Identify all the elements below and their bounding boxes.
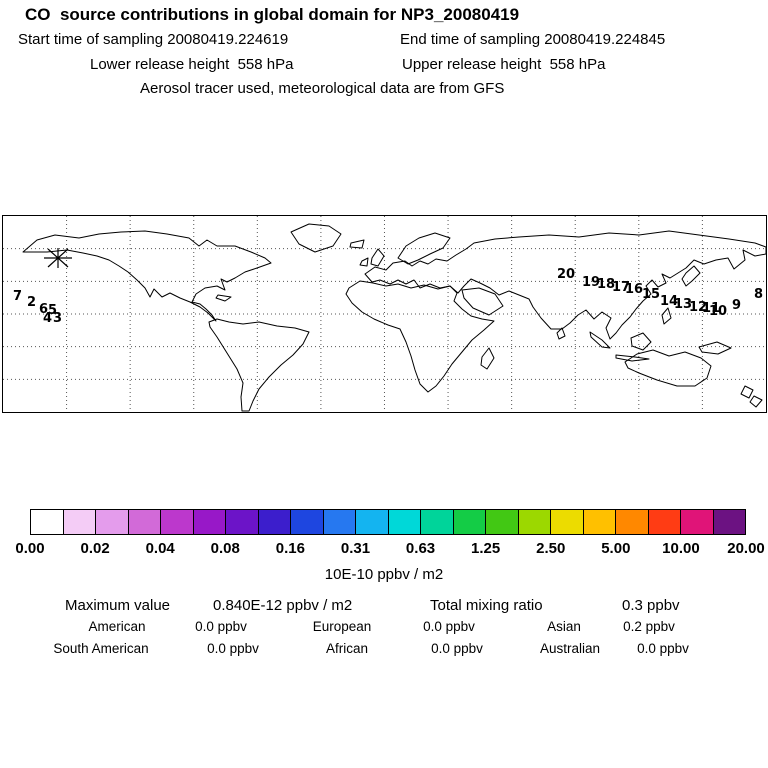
trajectory-hour-label: 18 xyxy=(597,277,615,292)
colorbar-cell xyxy=(258,510,291,534)
coastlines xyxy=(22,223,766,412)
colorbar-tick: 0.04 xyxy=(145,540,175,557)
colorbar-cell xyxy=(583,510,616,534)
colorbar-tick: 0.63 xyxy=(405,540,436,557)
upper-release-label: Upper release height 558 hPa xyxy=(402,56,606,73)
colorbar-tick: 1.25 xyxy=(471,540,501,557)
release-point-marker xyxy=(44,248,72,268)
contrib-label: American xyxy=(88,619,146,634)
colorbar-units-label: 10E-10 ppbv / m2 xyxy=(324,566,444,583)
trajectory-hour-label: 19 xyxy=(582,275,600,290)
max-value-label: Maximum value xyxy=(65,597,171,614)
colorbar-cell xyxy=(648,510,681,534)
colorbar-cell xyxy=(681,510,714,534)
colorbar-tick-labels: 0.00 0.02 0.04 0.08 0.16 0.31 0.63 1.25 2.50 5.00… xyxy=(15,540,764,558)
colorbar-cell xyxy=(128,510,161,534)
colorbar-cell xyxy=(421,510,454,534)
lower-release-label: Lower release height 558 hPa xyxy=(90,56,294,73)
contrib-value: 0.0 ppbv xyxy=(637,641,689,656)
colorbar-tick: 0.00 xyxy=(15,540,45,557)
trajectory-hour-label: 20 xyxy=(557,267,575,282)
colorbar-cell xyxy=(161,510,194,534)
colorbar-tick: 20.00 xyxy=(727,540,765,557)
colorbar-cell xyxy=(323,510,356,534)
trajectory-hour-label: 9 xyxy=(732,298,741,313)
trajectory-hour-label: 5 xyxy=(48,303,57,318)
contrib-label: South American xyxy=(53,641,149,656)
trajectory-hour-label: 17 xyxy=(612,280,630,295)
contrib-label: European xyxy=(312,619,372,634)
trajectory-hour-label: 6 xyxy=(39,302,48,317)
colorbar-tick: 5.00 xyxy=(601,540,631,557)
colorbar-tick: 2.50 xyxy=(536,540,566,557)
total-ratio-label: Total mixing ratio xyxy=(430,597,543,614)
map-graticule xyxy=(3,216,766,412)
contrib-value: 0.2 ppbv xyxy=(623,619,675,634)
tracer-info-label: Aerosol tracer used, meteorological data… xyxy=(140,80,505,97)
world-map: 7 2 6 5 4 3 20 19 18 17 16 15 14 13 12 11 10 9 8 xyxy=(2,215,767,413)
colorbar-cell xyxy=(453,510,486,534)
trajectory-hour-label: 13 xyxy=(674,297,692,312)
colorbar-cell xyxy=(388,510,421,534)
start-time-label: Start time of sampling 20080419.224619 xyxy=(18,31,289,48)
contrib-label: African xyxy=(325,641,369,656)
colorbar-cell xyxy=(518,510,551,534)
trajectory-hour-label: 3 xyxy=(53,311,62,326)
colorbar-tick: 0.08 xyxy=(210,540,240,557)
colorbar xyxy=(30,509,746,535)
colorbar-cell xyxy=(31,510,64,534)
contrib-value: 0.0 ppbv xyxy=(207,641,259,656)
colorbar-cell xyxy=(616,510,649,534)
colorbar-cell xyxy=(713,510,745,534)
colorbar-cell xyxy=(356,510,389,534)
contrib-label: Australian xyxy=(539,641,601,656)
trajectory-hour-label: 7 xyxy=(13,289,22,304)
trajectory-hour-label: 11 xyxy=(702,301,720,316)
colorbar-cell xyxy=(486,510,519,534)
colorbar-cell xyxy=(96,510,129,534)
colorbar-tick: 10.00 xyxy=(662,540,700,557)
colorbar-cell xyxy=(551,510,584,534)
colorbar-tick: 0.31 xyxy=(340,540,371,557)
colorbar-cell xyxy=(226,510,259,534)
colorbar-cell xyxy=(63,510,96,534)
colorbar-tick: 0.16 xyxy=(275,540,305,557)
trajectory-hour-label: 8 xyxy=(754,287,763,302)
contrib-label: Asian xyxy=(547,619,581,634)
page-title: CO source contributions in global domain… xyxy=(25,5,520,24)
end-time-label: End time of sampling 20080419.224845 xyxy=(400,31,666,48)
trajectory-hour-label: 15 xyxy=(642,287,660,302)
trajectory-hour-label: 16 xyxy=(625,282,643,297)
colorbar-cell xyxy=(193,510,226,534)
trajectory-hour-label: 14 xyxy=(660,294,678,309)
colorbar-tick: 0.02 xyxy=(80,540,110,557)
total-ratio-value: 0.3 ppbv xyxy=(622,597,680,614)
contrib-value: 0.0 ppbv xyxy=(195,619,247,634)
contrib-value: 0.0 ppbv xyxy=(423,619,475,634)
contrib-value: 0.0 ppbv xyxy=(431,641,483,656)
trajectory-hour-label: 12 xyxy=(689,300,707,315)
max-value: 0.840E-12 ppbv / m2 xyxy=(213,597,353,614)
trajectory-hour-label: 10 xyxy=(709,304,727,319)
trajectory-hour-label: 2 xyxy=(27,295,36,310)
colorbar-cell xyxy=(291,510,324,534)
trajectory-hour-label: 4 xyxy=(43,311,52,326)
